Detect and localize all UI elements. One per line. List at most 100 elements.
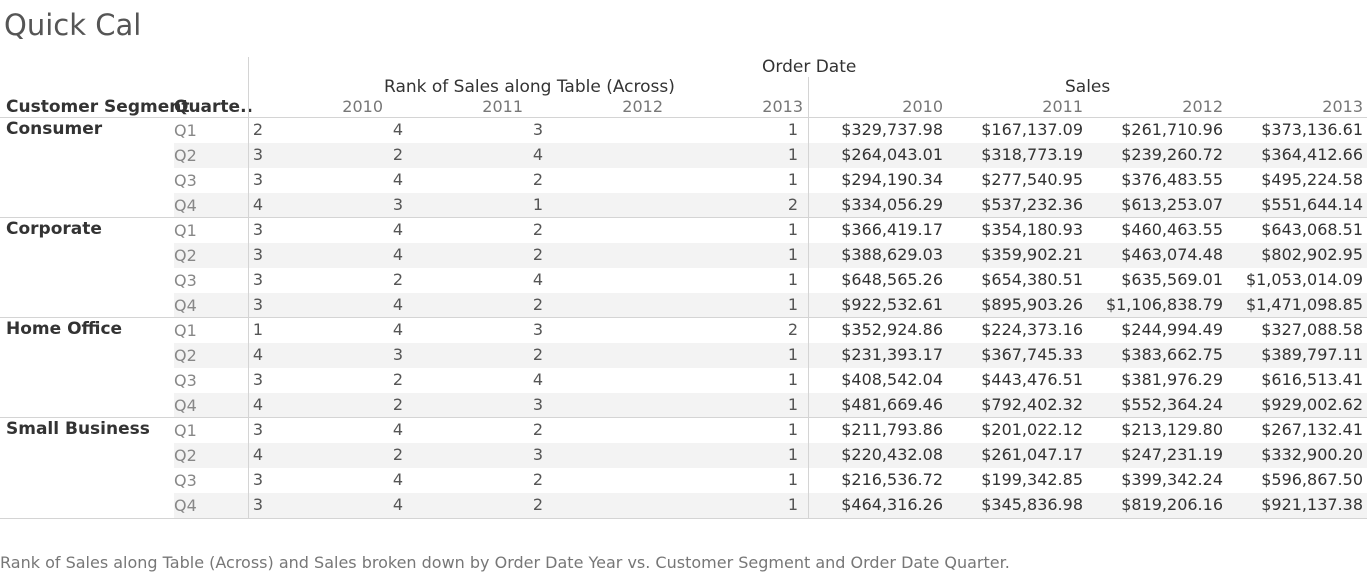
sales-cell[interactable]: $345,836.98 bbox=[981, 495, 1083, 514]
rank-cell[interactable]: 4 bbox=[392, 120, 403, 139]
sales-cell[interactable]: $616,513.41 bbox=[1261, 370, 1363, 389]
sales-cell[interactable]: $464,316.26 bbox=[841, 495, 943, 514]
sales-cell[interactable]: $648,565.26 bbox=[841, 270, 943, 289]
sales-cell[interactable]: $167,137.09 bbox=[981, 120, 1083, 139]
quarter-label[interactable]: Q3 bbox=[174, 371, 197, 390]
sales-cell[interactable]: $244,994.49 bbox=[1121, 320, 1223, 339]
sales-cell[interactable]: $613,253.07 bbox=[1121, 195, 1223, 214]
rank-cell[interactable]: 1 bbox=[787, 295, 798, 314]
quarter-label[interactable]: Q4 bbox=[174, 196, 197, 215]
sales-cell[interactable]: $329,737.98 bbox=[841, 120, 943, 139]
sales-cell[interactable]: $220,432.08 bbox=[841, 445, 943, 464]
sales-cell[interactable]: $552,364.24 bbox=[1121, 395, 1223, 414]
rank-cell[interactable]: 3 bbox=[252, 220, 263, 239]
rank-cell[interactable]: 4 bbox=[392, 420, 403, 439]
quarter-label[interactable]: Q2 bbox=[174, 346, 197, 365]
rank-year-header[interactable]: 2010 bbox=[342, 97, 383, 116]
quarter-label[interactable]: Q1 bbox=[174, 421, 197, 440]
rank-cell[interactable]: 2 bbox=[392, 145, 403, 164]
rank-cell[interactable]: 1 bbox=[787, 420, 798, 439]
rank-cell[interactable]: 2 bbox=[532, 495, 543, 514]
rank-cell[interactable]: 3 bbox=[532, 395, 543, 414]
rank-cell[interactable]: 1 bbox=[787, 220, 798, 239]
sales-cell[interactable]: $294,190.34 bbox=[841, 170, 943, 189]
sales-cell[interactable]: $381,976.29 bbox=[1121, 370, 1223, 389]
rank-cell[interactable]: 4 bbox=[392, 470, 403, 489]
rank-cell[interactable]: 2 bbox=[532, 470, 543, 489]
sales-cell[interactable]: $247,231.19 bbox=[1121, 445, 1223, 464]
sales-cell[interactable]: $1,106,838.79 bbox=[1105, 295, 1223, 314]
sales-cell[interactable]: $921,137.38 bbox=[1261, 495, 1363, 514]
quarter-label[interactable]: Q4 bbox=[174, 396, 197, 415]
rank-cell[interactable]: 3 bbox=[252, 145, 263, 164]
rank-cell[interactable]: 4 bbox=[532, 370, 543, 389]
rank-cell[interactable]: 2 bbox=[787, 195, 798, 214]
rank-cell[interactable]: 3 bbox=[392, 345, 403, 364]
sales-cell[interactable]: $1,471,098.85 bbox=[1245, 295, 1363, 314]
rank-cell[interactable]: 4 bbox=[252, 195, 263, 214]
sales-cell[interactable]: $224,373.16 bbox=[981, 320, 1083, 339]
rank-cell[interactable]: 1 bbox=[787, 370, 798, 389]
rank-cell[interactable]: 3 bbox=[252, 245, 263, 264]
quarter-label[interactable]: Q3 bbox=[174, 171, 197, 190]
sales-cell[interactable]: $216,536.72 bbox=[841, 470, 943, 489]
sales-cell[interactable]: $231,393.17 bbox=[841, 345, 943, 364]
sales-cell[interactable]: $922,532.61 bbox=[841, 295, 943, 314]
quarter-label[interactable]: Q2 bbox=[174, 246, 197, 265]
sales-cell[interactable]: $929,002.62 bbox=[1261, 395, 1363, 414]
sales-cell[interactable]: $199,342.85 bbox=[981, 470, 1083, 489]
rank-cell[interactable]: 2 bbox=[787, 320, 798, 339]
sales-year-header[interactable]: 2012 bbox=[1182, 97, 1223, 116]
rank-cell[interactable]: 4 bbox=[252, 345, 263, 364]
sales-cell[interactable]: $643,068.51 bbox=[1261, 220, 1363, 239]
quarter-label[interactable]: Q4 bbox=[174, 496, 197, 515]
sales-cell[interactable]: $463,074.48 bbox=[1121, 245, 1223, 264]
sales-cell[interactable]: $267,132.41 bbox=[1261, 420, 1363, 439]
rank-cell[interactable]: 1 bbox=[787, 345, 798, 364]
sales-cell[interactable]: $366,419.17 bbox=[841, 220, 943, 239]
rank-cell[interactable]: 3 bbox=[392, 195, 403, 214]
rank-cell[interactable]: 3 bbox=[532, 120, 543, 139]
sales-cell[interactable]: $359,902.21 bbox=[981, 245, 1083, 264]
rank-cell[interactable]: 2 bbox=[392, 370, 403, 389]
rank-cell[interactable]: 4 bbox=[392, 245, 403, 264]
rank-cell[interactable]: 3 bbox=[252, 295, 263, 314]
rank-cell[interactable]: 1 bbox=[532, 195, 543, 214]
sales-cell[interactable]: $389,797.11 bbox=[1261, 345, 1363, 364]
rank-cell[interactable]: 4 bbox=[392, 320, 403, 339]
rank-cell[interactable]: 3 bbox=[532, 445, 543, 464]
sales-cell[interactable]: $551,644.14 bbox=[1261, 195, 1363, 214]
sales-cell[interactable]: $596,867.50 bbox=[1261, 470, 1363, 489]
sales-cell[interactable]: $654,380.51 bbox=[981, 270, 1083, 289]
sales-cell[interactable]: $318,773.19 bbox=[981, 145, 1083, 164]
customer-segment-header[interactable]: Customer Segment bbox=[6, 97, 190, 117]
rank-cell[interactable]: 2 bbox=[392, 270, 403, 289]
sales-cell[interactable]: $635,569.01 bbox=[1121, 270, 1223, 289]
rank-cell[interactable]: 2 bbox=[532, 295, 543, 314]
quarter-label[interactable]: Q1 bbox=[174, 321, 197, 340]
rank-cell[interactable]: 1 bbox=[787, 120, 798, 139]
rank-cell[interactable]: 4 bbox=[392, 170, 403, 189]
rank-cell[interactable]: 2 bbox=[392, 445, 403, 464]
sales-cell[interactable]: $383,662.75 bbox=[1121, 345, 1223, 364]
rank-cell[interactable]: 2 bbox=[252, 120, 263, 139]
sales-cell[interactable]: $261,047.17 bbox=[981, 445, 1083, 464]
quarter-label[interactable]: Q2 bbox=[174, 446, 197, 465]
rank-cell[interactable]: 2 bbox=[392, 395, 403, 414]
sales-cell[interactable]: $277,540.95 bbox=[981, 170, 1083, 189]
rank-cell[interactable]: 1 bbox=[787, 470, 798, 489]
segment-label[interactable]: Consumer bbox=[6, 119, 103, 139]
rank-cell[interactable]: 3 bbox=[252, 170, 263, 189]
rank-cell[interactable]: 1 bbox=[787, 270, 798, 289]
sales-cell[interactable]: $364,412.66 bbox=[1261, 145, 1363, 164]
rank-cell[interactable]: 1 bbox=[787, 395, 798, 414]
sales-cell[interactable]: $443,476.51 bbox=[981, 370, 1083, 389]
sales-cell[interactable]: $895,903.26 bbox=[981, 295, 1083, 314]
rank-cell[interactable]: 4 bbox=[252, 445, 263, 464]
rank-cell[interactable]: 1 bbox=[787, 170, 798, 189]
rank-cell[interactable]: 3 bbox=[532, 320, 543, 339]
quarter-header[interactable]: Quarte.. bbox=[174, 97, 253, 117]
sales-cell[interactable]: $495,224.58 bbox=[1261, 170, 1363, 189]
rank-cell[interactable]: 1 bbox=[787, 445, 798, 464]
sales-cell[interactable]: $332,900.20 bbox=[1261, 445, 1363, 464]
